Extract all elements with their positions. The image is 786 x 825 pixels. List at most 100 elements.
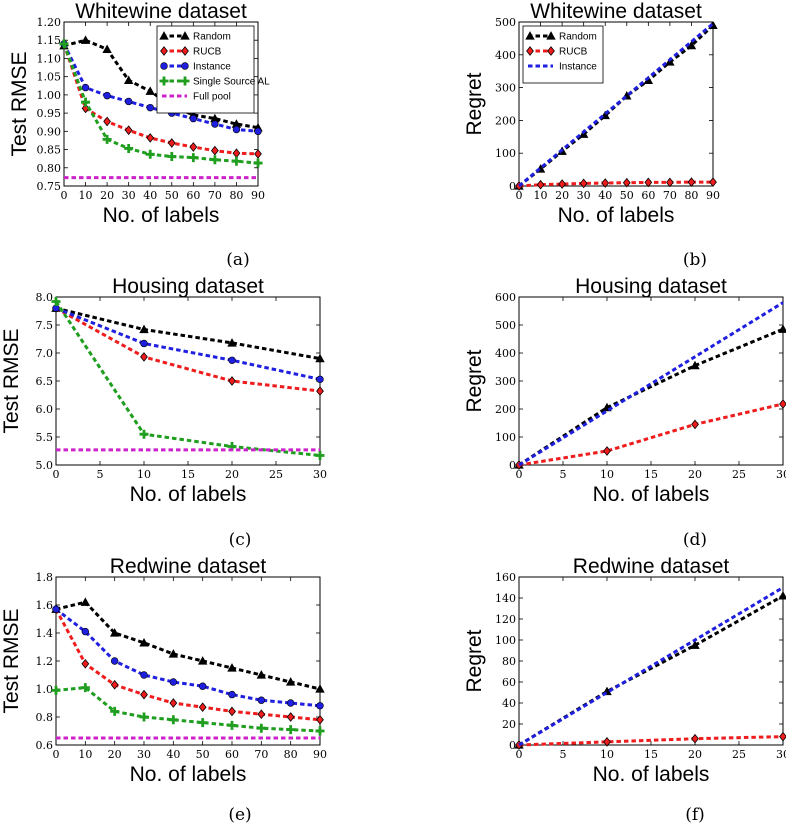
chart-title: Housing dataset [575, 275, 727, 298]
legend-marker-random [525, 31, 535, 40]
series-group [514, 586, 786, 750]
legend-label-full-pool: Full pool [193, 92, 231, 103]
y-tick-label: 0.6 [36, 739, 54, 752]
x-tick-label: 70 [208, 189, 222, 202]
data-point-rucb [198, 702, 207, 713]
data-point-rucb [558, 179, 566, 189]
x-tick-label: 25 [732, 468, 746, 481]
legend-marker-random [180, 31, 190, 40]
x-tick-label: 15 [644, 748, 658, 761]
y-tick-label: 140 [495, 592, 516, 605]
x-tick-label: 10 [78, 748, 92, 761]
x-tick-label: 30 [313, 468, 327, 481]
data-point-instance [228, 356, 236, 364]
y-tick-label: 6.0 [36, 403, 54, 416]
data-point-rucb [536, 179, 545, 190]
data-point-random [227, 663, 237, 672]
data-point-random [197, 656, 208, 665]
y-tick-label: 160 [495, 571, 516, 584]
data-point-random [227, 338, 237, 347]
x-tick-label: 20 [688, 748, 702, 761]
data-point-random [80, 597, 91, 606]
y-tick-label: 1.0 [36, 683, 54, 696]
y-tick-label: 1.15 [37, 34, 62, 47]
legend-marker-rucb [160, 46, 168, 56]
legend-marker-single-source-al [180, 76, 190, 86]
series-group [59, 35, 263, 180]
data-point-single-source-al [51, 685, 61, 695]
legend-label-instance: Instance [559, 62, 597, 73]
y-tick-label: 5.5 [36, 431, 54, 444]
x-axis-label: No. of labels [593, 483, 710, 506]
x-tick-label: 80 [229, 189, 243, 202]
legend-marker-instance [181, 62, 189, 70]
chart-caption: (e) [228, 805, 251, 825]
legend-label-random: Random [193, 32, 231, 43]
data-point-rucb [140, 689, 148, 700]
series-line-instance [55, 306, 321, 381]
y-tick-label: 1.10 [37, 52, 62, 65]
x-tick-label: 40 [598, 189, 612, 202]
data-point-random [256, 670, 267, 679]
y-tick-label: 0.80 [37, 162, 62, 175]
data-point-instance [103, 91, 111, 100]
y-tick-label: 8.0 [36, 291, 54, 304]
legend-marker-random [159, 31, 169, 40]
x-tick-label: 0 [53, 748, 60, 761]
data-point-single-source-al [168, 715, 178, 725]
data-point-instance [228, 690, 236, 699]
legend: Random RUCB Instance Single Source AL Full p… [156, 25, 270, 114]
y-tick-label: 0.8 [36, 711, 54, 724]
x-tick-label: 80 [684, 189, 698, 202]
data-point-random [145, 86, 155, 95]
data-point-instance [124, 97, 133, 106]
y-axis-label: Regret [463, 349, 486, 412]
x-tick-label: 40 [143, 189, 157, 202]
data-point-rucb [622, 177, 631, 188]
x-tick-label: 80 [284, 748, 298, 761]
x-tick-label: 15 [644, 468, 658, 481]
series-group [514, 301, 786, 470]
data-point-rucb [579, 178, 588, 189]
data-point-instance [198, 682, 207, 690]
x-axis-label: No. of labels [130, 763, 247, 786]
x-tick-label: 25 [269, 468, 283, 481]
x-tick-label: 0 [516, 748, 523, 761]
y-tick-label: 0 [509, 459, 516, 472]
plot-frame [518, 21, 714, 187]
data-point-random [315, 684, 325, 693]
y-axis-label: Regret [463, 72, 486, 135]
x-tick-label: 30 [776, 468, 786, 481]
data-point-rucb [779, 731, 786, 742]
x-tick-label: 90 [706, 189, 720, 202]
data-point-single-source-al [167, 151, 177, 161]
y-tick-label: 80 [502, 655, 516, 668]
data-point-single-source-al [80, 683, 90, 693]
y-tick-label: 1.20 [37, 16, 62, 29]
data-point-rucb [709, 177, 717, 187]
y-axis-label: Test RMSE [0, 608, 23, 713]
legend: Random RUCB Instance [522, 25, 604, 84]
x-tick-label: 15 [181, 468, 195, 481]
plot-frame [63, 21, 259, 187]
data-point-random [102, 44, 112, 53]
data-point-rucb [316, 386, 324, 396]
data-point-instance [81, 83, 90, 92]
x-tick-label: 30 [776, 748, 786, 761]
x-axis-label: No. of labels [103, 204, 220, 227]
data-point-rucb [687, 177, 696, 187]
chart-caption: (f) [685, 805, 705, 825]
data-point-rucb [644, 177, 653, 188]
data-point-random [139, 637, 149, 647]
plot-frame [55, 576, 321, 746]
y-tick-label: 400 [495, 49, 516, 62]
y-tick-label: 40 [502, 697, 516, 710]
y-axis-label: Test RMSE [8, 51, 31, 156]
y-tick-label: 5.0 [36, 459, 54, 472]
data-point-instance [189, 114, 198, 123]
y-tick-label: 0 [509, 739, 516, 752]
data-point-instance [254, 127, 262, 136]
y-tick-label: 20 [502, 718, 516, 731]
chart-e: Redwine dataset 0 10 20 30 40 50 60 70 80 90 0.6 0.8… [0, 555, 327, 786]
